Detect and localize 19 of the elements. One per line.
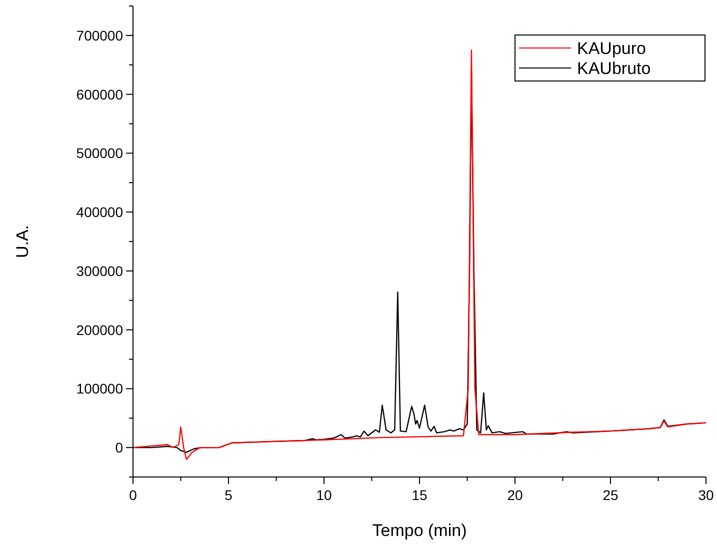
y-axis-title: U.A. [13, 224, 32, 258]
x-tick-label: 0 [129, 487, 138, 503]
y-tick-label: 700000 [76, 27, 124, 44]
x-tick-label: 25 [602, 487, 618, 503]
y-tick-label: 500000 [76, 145, 124, 162]
x-tick-label: 20 [507, 487, 523, 503]
y-tick-label: 400000 [76, 204, 124, 220]
x-tick-label: 5 [224, 487, 233, 503]
y-tick-label: 300000 [76, 262, 124, 279]
y-tick-label: 200000 [76, 322, 124, 338]
x-tick-label: 15 [412, 487, 428, 503]
y-tick-label: 600000 [76, 86, 124, 102]
legend-label: KAUpuro [577, 39, 646, 58]
x-tick-label: 30 [698, 487, 714, 503]
x-tick-label: 10 [316, 487, 332, 503]
legend-label: KAUbruto [577, 59, 651, 78]
y-tick-label: 0 [115, 440, 124, 456]
y-tick-label: 100000 [76, 380, 124, 397]
x-axis-title: Tempo (min) [372, 521, 467, 540]
